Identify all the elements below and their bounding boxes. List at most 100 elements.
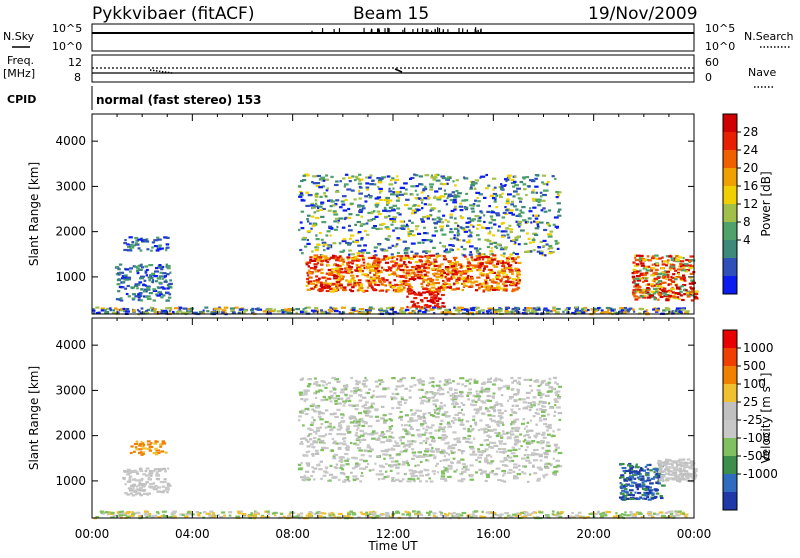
velocity-cell [504, 410, 506, 412]
velocity-cell [403, 399, 407, 401]
power-cell [636, 270, 640, 272]
velocity-cell [553, 466, 557, 468]
velocity-cell [433, 457, 436, 459]
velocity-cell [148, 472, 153, 474]
power-cell [460, 209, 464, 211]
power-cell [556, 308, 561, 310]
velocity-cell [456, 437, 460, 439]
power-cell [155, 280, 158, 282]
velocity-cell [428, 412, 431, 414]
power-cell [156, 237, 159, 239]
power-cell [538, 201, 541, 203]
power-cell [510, 311, 513, 313]
power-cell [433, 259, 437, 261]
velocity-cell [370, 433, 374, 435]
velocity-cell [503, 472, 506, 474]
power-cell [348, 250, 352, 252]
power-cell [125, 310, 130, 312]
freq-tick-top: 12 [68, 56, 82, 69]
power-cell [491, 247, 493, 249]
power-cell [342, 177, 346, 179]
power-cell [627, 309, 631, 311]
power-cell [445, 266, 449, 268]
velocity-cell [533, 396, 537, 398]
power-cell [438, 298, 442, 300]
velocity-cell [313, 446, 316, 448]
power-cell [160, 312, 163, 314]
power-cell [342, 289, 347, 291]
freq-label: Freq. [7, 54, 34, 67]
velocity-cell [633, 514, 637, 516]
power-cell [320, 268, 323, 270]
power-cell [384, 216, 388, 218]
power-cell [655, 269, 659, 271]
power-cell [410, 251, 413, 253]
power-cell [604, 311, 609, 313]
power-cell [448, 244, 452, 246]
velocity-cell [451, 447, 455, 449]
power-cell [652, 308, 655, 310]
power-cell [469, 254, 473, 256]
power-cell [658, 273, 663, 275]
power-cell [537, 223, 540, 225]
velocity-cell [371, 405, 373, 407]
power-cell [465, 193, 468, 195]
power-cell [351, 262, 354, 264]
power-cell [687, 295, 691, 297]
power-cell [453, 267, 457, 269]
velocity-cell [212, 512, 215, 514]
velocity-cell [494, 404, 498, 406]
power-cell [421, 207, 423, 209]
velocity-cell [401, 385, 404, 387]
velocity-cell [388, 436, 392, 438]
power-cell [387, 257, 391, 259]
velocity-cell [152, 515, 156, 517]
power-cell [406, 296, 408, 298]
velocity-cell [514, 477, 519, 479]
power-cell [358, 279, 362, 281]
nsky-label: N.Sky [3, 30, 35, 43]
velocity-cell [160, 491, 164, 493]
power-cell [159, 248, 164, 250]
power-cell [413, 256, 416, 258]
power-cell [673, 268, 676, 270]
power-cell [535, 221, 539, 223]
velocity-cell [638, 513, 642, 515]
velocity-cell [524, 428, 526, 430]
velocity-cell [536, 409, 538, 411]
power-cell [500, 280, 503, 282]
date-title: 19/Nov/2009 [588, 4, 698, 24]
velocity-cell [481, 387, 484, 389]
velocity-cell [162, 511, 167, 513]
power-cell [644, 297, 646, 299]
power-cell [349, 180, 352, 182]
power-cell [130, 247, 132, 249]
power-cell [422, 281, 425, 283]
velocity-cell [145, 470, 148, 472]
velocity-cell [413, 454, 416, 456]
velocity-cell [396, 407, 401, 409]
velocity-cell [513, 394, 517, 396]
velocity-cell [419, 442, 423, 444]
power-cell [468, 280, 472, 282]
power-cell [391, 253, 394, 255]
velocity-cell [473, 404, 477, 406]
power-cell [364, 273, 367, 275]
velocity-cell [318, 463, 320, 465]
velocity-cell [426, 438, 430, 440]
power-cell [558, 209, 562, 211]
velocity-cell [333, 476, 338, 478]
power-cell [678, 256, 683, 258]
power-cell [677, 268, 682, 270]
power-cell [520, 229, 525, 231]
power-cell [308, 277, 312, 279]
power-cell [538, 308, 541, 310]
velocity-cell [511, 411, 516, 413]
velocity-cell [524, 439, 526, 441]
power-cell [350, 203, 354, 205]
velocity-cell [500, 513, 504, 515]
power-cell [495, 206, 498, 208]
power-cell [375, 270, 378, 272]
velocity-cell [442, 430, 446, 432]
power-cell [500, 260, 502, 262]
